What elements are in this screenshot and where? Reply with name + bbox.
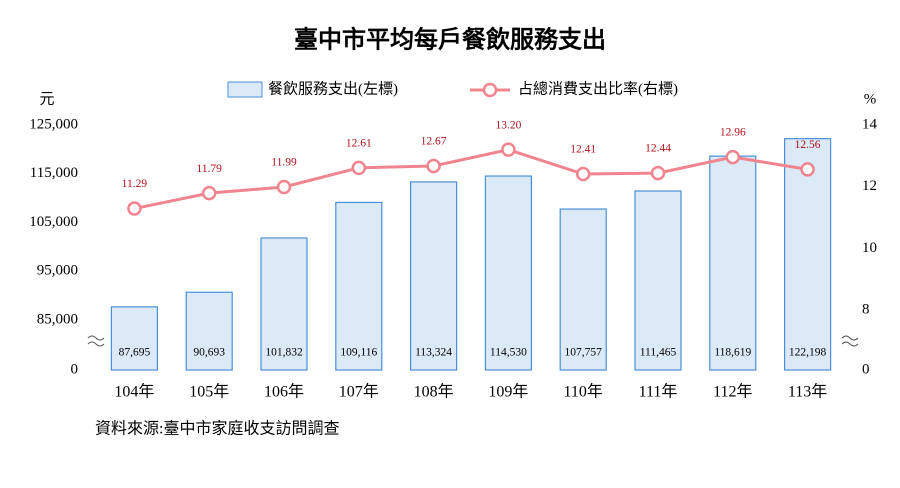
line-marker [276,179,292,195]
y2-tick-label: 10 [862,240,877,256]
x-tick-label: 108年 [414,383,454,401]
x-tick-label: 106年 [264,383,304,401]
bar-value-label: 113,324 [415,347,452,359]
bar [110,306,159,371]
y2-tick-label: 0 [862,361,870,377]
y2-tick-label: 12 [862,178,877,194]
y2-unit: % [864,91,877,107]
line-value-label: 12.96 [720,127,746,139]
x-tick-label: 109年 [488,383,528,401]
bar [783,138,832,371]
y-tick-label: 95,000 [37,263,78,279]
y-unit: 元 [39,91,54,107]
legend-swatch [227,81,263,98]
legend-swatch [482,82,498,98]
bar-value-label: 109,116 [340,347,377,359]
y2-tick-label: 8 [862,301,870,317]
bar-value-label: 111,465 [640,347,677,359]
line-value-label: 12.41 [570,144,596,156]
x-tick-label: 107年 [339,383,379,401]
line-marker [351,160,367,176]
bar [559,208,607,371]
x-tick-label: 111年 [639,383,678,401]
line [134,148,808,211]
line-marker [575,166,591,182]
x-tick-label: 112年 [713,383,752,401]
bar-value-label: 90,693 [193,347,225,359]
y-tick-label: 125,000 [29,116,78,132]
line-value-label: 11.99 [271,157,297,169]
line-marker [127,201,142,216]
line-marker [800,162,815,177]
bar-value-label: 87,695 [119,347,151,359]
y2-tick-label: 14 [862,116,878,132]
y-tick-label: 0 [71,361,79,377]
line-marker [725,149,741,165]
y-tick-label: 85,000 [37,311,78,327]
source-note: 資料來源:臺中市家庭收支訪問調查 [95,420,339,438]
y-tick-label: 115,000 [30,165,78,181]
line-value-label: 12.61 [346,137,372,149]
line-value-label: 12.44 [645,143,671,155]
line-marker [501,142,516,157]
bar-value-label: 107,757 [565,347,603,359]
bar-value-label: 122,198 [789,347,827,359]
bar [634,190,682,371]
legend-label: 占總消費支出比率(右標) [518,79,678,97]
bar [484,175,532,371]
line-value-label: 13.20 [495,119,521,131]
line-marker [650,165,666,181]
x-tick-label: 105年 [189,383,229,401]
bar [410,181,458,371]
chart-title: 臺中市平均每戶餐飲服務支出 [294,26,606,54]
bar-value-label: 118,619 [714,347,751,359]
line-value-label: 12.56 [795,139,821,151]
y-tick-label: 105,000 [29,214,78,230]
axis-break [841,335,859,347]
bar [335,201,383,371]
bar [185,291,233,371]
legend-label: 餐飲服務支出(左標) [268,80,398,97]
bar-value-label: 101,832 [265,347,303,359]
line-marker [201,185,217,201]
bar [709,155,757,371]
x-tick-label: 104年 [114,383,154,401]
bar-value-label: 114,530 [490,347,527,359]
line-value-label: 11.79 [196,163,222,175]
x-tick-label: 110年 [563,383,602,401]
axis-break [87,335,105,347]
bar [260,237,308,371]
line-value-label: 11.29 [122,178,148,190]
line-value-label: 12.67 [421,136,447,148]
x-tick-label: 113年 [788,383,827,401]
line-marker [426,158,441,174]
